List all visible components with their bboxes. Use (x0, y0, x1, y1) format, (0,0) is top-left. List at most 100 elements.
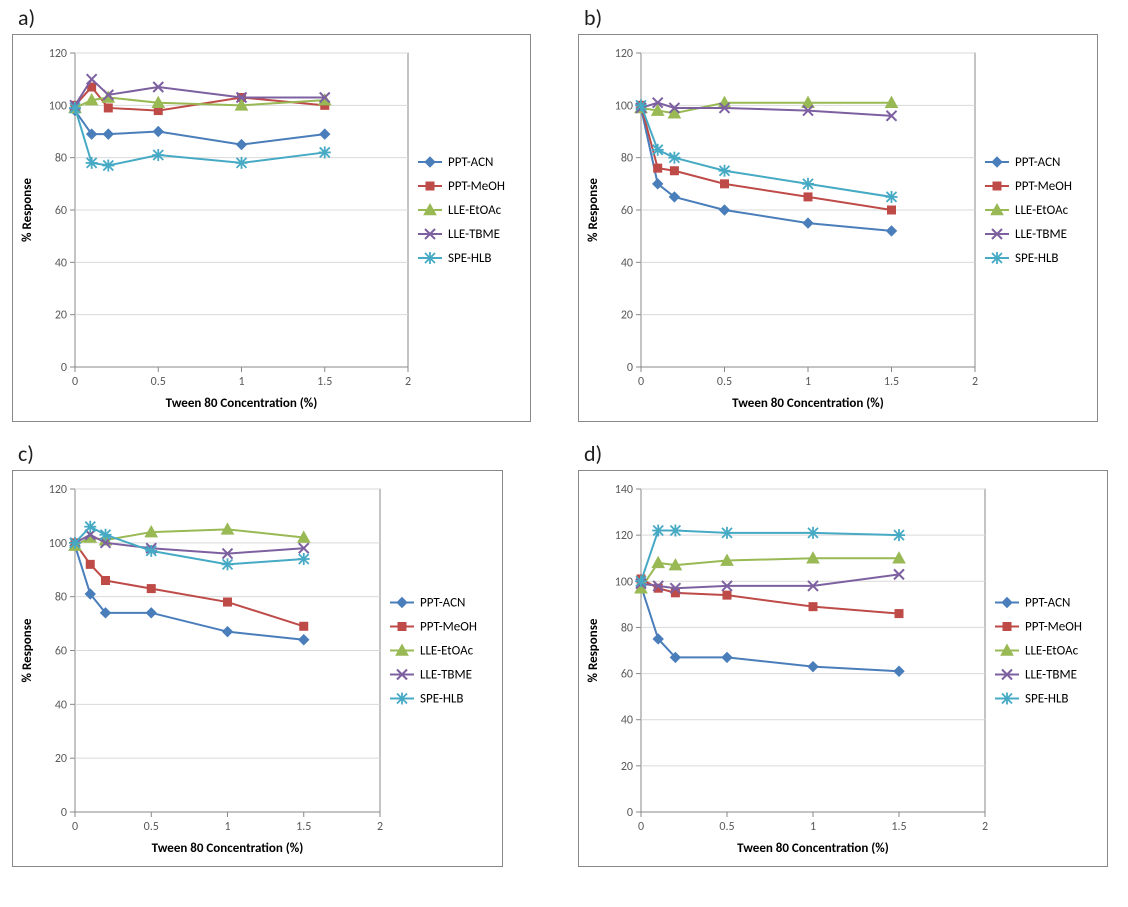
series-marker (635, 99, 647, 111)
series-marker (721, 180, 729, 188)
series-marker (147, 585, 155, 593)
series-marker (807, 527, 819, 539)
ytick-label: 60 (621, 204, 633, 218)
ytick-label: 100 (49, 537, 67, 551)
legend-label: SPE-HLB (448, 251, 491, 266)
legend-label: LLE-EtOAc (1015, 203, 1069, 218)
ytick-label: 120 (49, 483, 67, 497)
series-marker (635, 575, 647, 587)
ytick-label: 0 (627, 806, 633, 820)
series-marker (670, 167, 678, 175)
xtick-label: 1.5 (884, 375, 899, 389)
series-marker (719, 165, 731, 177)
ytick-label: 40 (621, 714, 633, 728)
series-marker (102, 577, 110, 585)
chart-svg-c: 02040608010012000.511.52Tween 80 Concent… (13, 471, 502, 866)
legend-label: PPT-ACN (1015, 155, 1060, 170)
ytick-label: 0 (61, 361, 67, 375)
legend-marker-icon (1003, 623, 1011, 631)
y-axis-label: % Response (586, 178, 601, 242)
legend-label: PPT-MeOH (420, 620, 477, 635)
legend-marker-icon (425, 157, 435, 167)
legend-label: LLE-TBME (1015, 227, 1067, 242)
legend-label: PPT-MeOH (448, 179, 505, 194)
xtick-label: 2 (982, 820, 988, 834)
x-axis-label: Tween 80 Concentration (%) (732, 396, 884, 411)
series-marker (222, 558, 234, 570)
xtick-label: 1 (224, 820, 230, 834)
series-marker (652, 144, 664, 156)
xtick-label: 0.5 (717, 375, 732, 389)
series-marker (84, 521, 96, 533)
panel-a-cell: a) 02040608010012000.511.52Tween 80 Conc… (12, 4, 550, 422)
legend-marker-icon (424, 252, 436, 264)
panel-label-a: a) (12, 4, 550, 34)
y-axis-label: % Response (20, 178, 35, 242)
xtick-label: 1 (810, 820, 816, 834)
ytick-label: 20 (55, 752, 67, 766)
series-marker (152, 149, 164, 161)
ytick-label: 20 (621, 760, 633, 774)
series-marker (69, 102, 81, 114)
series-marker (652, 525, 664, 537)
panel-b-cell: b) 02040608010012000.511.52Tween 80 Conc… (578, 4, 1116, 422)
xtick-label: 1 (805, 375, 811, 389)
xtick-label: 2 (405, 375, 411, 389)
series-marker (86, 560, 94, 568)
legend-marker-icon (396, 693, 408, 705)
legend-label: SPE-HLB (420, 692, 463, 707)
series-marker (104, 104, 112, 112)
legend-label: SPE-HLB (1025, 692, 1068, 707)
chart-a: 02040608010012000.511.52Tween 80 Concent… (12, 34, 531, 422)
ytick-label: 80 (621, 621, 633, 635)
xtick-label: 1.5 (296, 820, 311, 834)
series-marker (809, 603, 817, 611)
xtick-label: 2 (377, 820, 383, 834)
legend-label: LLE-TBME (420, 668, 472, 683)
xtick-label: 2 (972, 375, 978, 389)
panel-label-b: b) (578, 4, 1116, 34)
legend-marker-icon (992, 157, 1002, 167)
legend-label: LLE-TBME (1025, 668, 1077, 683)
xtick-label: 0 (638, 375, 644, 389)
chart-svg-b: 02040608010012000.511.52Tween 80 Concent… (579, 35, 1097, 421)
series-marker (100, 529, 112, 541)
ytick-label: 140 (615, 483, 633, 497)
ytick-label: 60 (55, 645, 67, 659)
ytick-label: 80 (55, 152, 67, 166)
legend-label: SPE-HLB (1015, 251, 1058, 266)
series-marker (102, 160, 114, 172)
x-axis-label: Tween 80 Concentration (%) (166, 396, 318, 411)
ytick-label: 0 (627, 361, 633, 375)
series-marker (893, 529, 905, 541)
series-marker (804, 193, 812, 201)
ytick-label: 0 (61, 806, 67, 820)
legend-marker-icon (426, 182, 434, 190)
series-marker (669, 525, 681, 537)
xtick-label: 1.5 (891, 820, 906, 834)
series-marker (895, 610, 903, 618)
xtick-label: 1.5 (317, 375, 332, 389)
ytick-label: 80 (621, 152, 633, 166)
ytick-label: 20 (55, 309, 67, 323)
ytick-label: 60 (621, 668, 633, 682)
xtick-label: 0 (72, 820, 78, 834)
ytick-label: 40 (55, 256, 67, 270)
page-root: a) 02040608010012000.511.52Tween 80 Conc… (0, 0, 1128, 879)
legend-label: PPT-MeOH (1025, 620, 1082, 635)
ytick-label: 100 (615, 99, 633, 113)
legend-marker-icon (993, 182, 1001, 190)
series-marker (668, 152, 680, 164)
x-axis-label: Tween 80 Concentration (%) (737, 841, 889, 856)
ytick-label: 120 (615, 47, 633, 61)
series-marker (654, 164, 662, 172)
ytick-label: 120 (615, 529, 633, 543)
panel-d-cell: d) 02040608010012014000.511.52Tween 80 C… (578, 440, 1116, 867)
xtick-label: 0.5 (144, 820, 159, 834)
series-marker (69, 537, 81, 549)
chart-c: 02040608010012000.511.52Tween 80 Concent… (12, 470, 503, 867)
legend-marker-icon (1002, 598, 1012, 608)
panel-label-d: d) (578, 440, 1116, 470)
xtick-label: 1 (238, 375, 244, 389)
legend-label: PPT-MeOH (1015, 179, 1072, 194)
